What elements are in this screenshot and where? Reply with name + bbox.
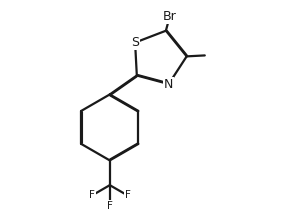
Text: F: F [125,190,130,200]
Text: S: S [131,36,139,49]
Text: F: F [89,190,95,200]
Text: Br: Br [163,10,177,23]
Text: F: F [107,201,113,211]
Text: N: N [164,77,173,91]
